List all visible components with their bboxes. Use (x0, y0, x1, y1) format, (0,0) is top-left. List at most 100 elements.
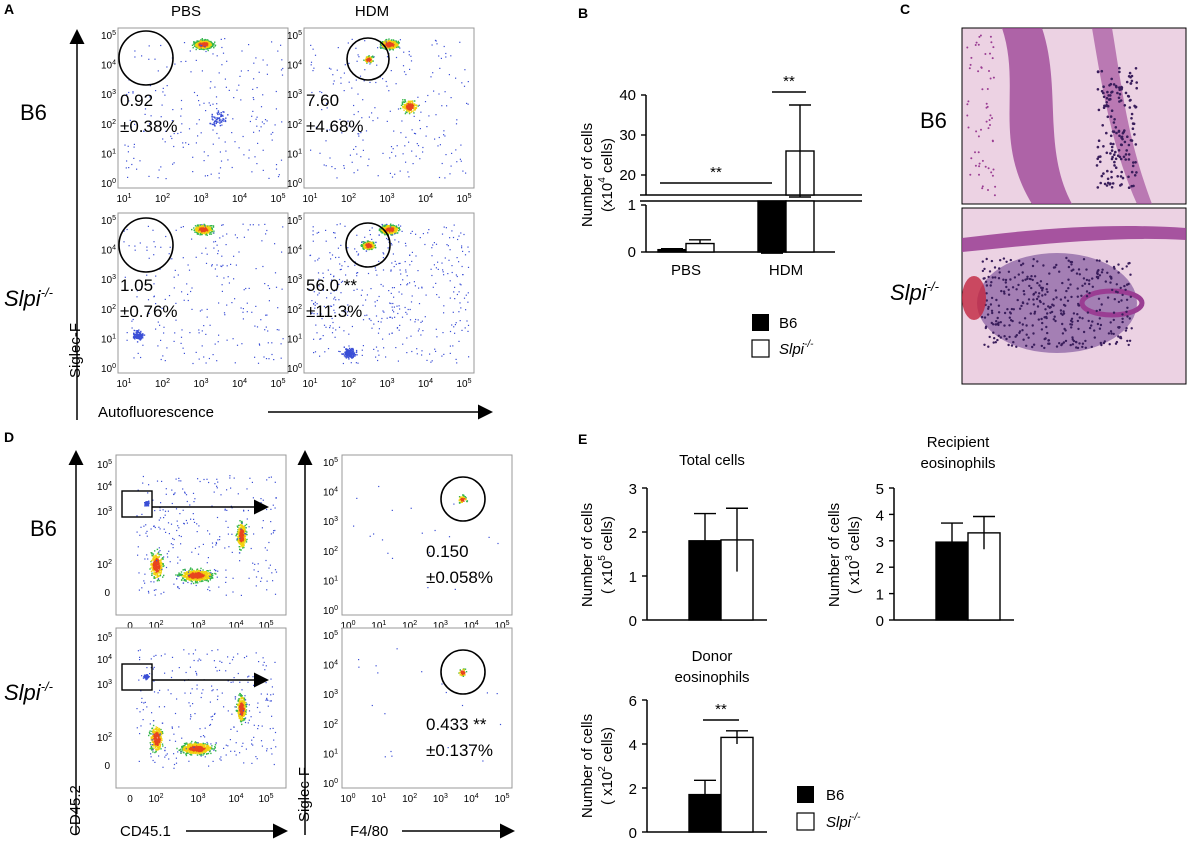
flow-event (211, 225, 213, 227)
nucleus (1054, 319, 1057, 323)
flow-event (410, 106, 412, 109)
flow-event (377, 175, 379, 177)
nucleus (1028, 284, 1031, 288)
flow-event (347, 352, 349, 355)
nucleus (1018, 307, 1022, 310)
flow-event (221, 124, 223, 126)
flow-event (369, 244, 372, 246)
flow-event (353, 113, 355, 116)
flow-event (334, 312, 336, 314)
flow-event (310, 312, 312, 315)
nucleus (1096, 88, 1100, 91)
flow-event (222, 235, 224, 237)
flow-event (333, 276, 335, 278)
flow-event (374, 301, 376, 303)
tick-base: 10 (101, 120, 113, 131)
flow-event (407, 108, 409, 111)
flow-event (199, 44, 201, 46)
flow-event (316, 332, 318, 334)
flow-event (136, 334, 138, 336)
flow-event (278, 174, 280, 176)
nucleus (1113, 160, 1116, 164)
flow-event (153, 283, 155, 285)
flow-event (408, 54, 410, 56)
nucleus (1025, 324, 1028, 327)
flow-event (363, 247, 366, 249)
flow-event (413, 112, 415, 114)
flow-event (430, 268, 432, 270)
flow-event (148, 257, 150, 259)
nucleus (1128, 339, 1132, 342)
flow-event (453, 326, 455, 328)
flow-event (347, 304, 349, 306)
flow-event (408, 109, 410, 111)
flow-event (383, 347, 385, 349)
flow-event (407, 106, 409, 108)
nucleus (996, 322, 999, 325)
row-label-b6: B6 (20, 100, 47, 125)
flow-event (381, 229, 383, 232)
nucleus (1047, 339, 1051, 342)
flow-event (368, 116, 370, 118)
nucleus (983, 277, 986, 280)
flow-event (313, 303, 315, 305)
plot-frame (117, 27, 289, 189)
flow-event (180, 131, 182, 133)
flow-event (203, 325, 205, 327)
flow-event (365, 242, 368, 244)
y-tick-label: 103 (287, 274, 302, 286)
flow-event (407, 110, 409, 112)
flow-event (261, 240, 263, 242)
flow-event (204, 41, 206, 43)
tick-base: 10 (287, 179, 299, 190)
flow-event (409, 107, 411, 109)
flow-event (197, 229, 199, 231)
flow-event (200, 225, 203, 228)
flow-event (418, 104, 420, 106)
flow-event (319, 152, 321, 154)
tick-base: 10 (341, 379, 353, 390)
flow-event (391, 47, 393, 49)
panel-a-ylabel: Siglec-F (67, 323, 84, 378)
flow-event (198, 329, 200, 331)
tick-base: 10 (287, 334, 299, 345)
flow-event (135, 330, 137, 332)
flow-event (227, 276, 229, 278)
nucleus (1110, 170, 1113, 174)
flow-event (395, 45, 397, 47)
tick-exponent: 1 (314, 193, 318, 200)
flow-event (340, 281, 343, 283)
flow-event (348, 125, 350, 127)
nucleus (992, 341, 995, 344)
nucleus (1118, 134, 1121, 138)
nucleus (1076, 319, 1080, 323)
nucleus (1111, 288, 1114, 292)
flow-event (281, 59, 283, 61)
flow-event (456, 119, 458, 121)
flow-event (467, 324, 470, 326)
flow-event (348, 333, 350, 335)
flow-event (394, 239, 396, 241)
flow-event (435, 114, 437, 116)
flow-event (157, 70, 159, 72)
y-tick-label: 1 (628, 197, 636, 214)
flow-event (395, 226, 398, 228)
flow-event (463, 85, 466, 87)
flow-event (214, 41, 216, 43)
nucleus (1114, 166, 1118, 169)
tick-exponent: 0 (298, 363, 302, 370)
flow-event (416, 143, 418, 145)
flow-event (391, 176, 394, 178)
flow-event (402, 343, 404, 345)
flow-event (438, 136, 440, 139)
nucleus (1009, 278, 1012, 281)
flow-event (325, 229, 327, 231)
flow-event (404, 242, 407, 244)
nucleus (1027, 298, 1031, 301)
flow-event (362, 149, 364, 151)
nucleus (1097, 108, 1101, 112)
nucleus (997, 334, 1000, 337)
flow-event (333, 120, 335, 122)
legend-b-swatch-b6 (752, 314, 769, 331)
nucleus (1096, 70, 1100, 74)
